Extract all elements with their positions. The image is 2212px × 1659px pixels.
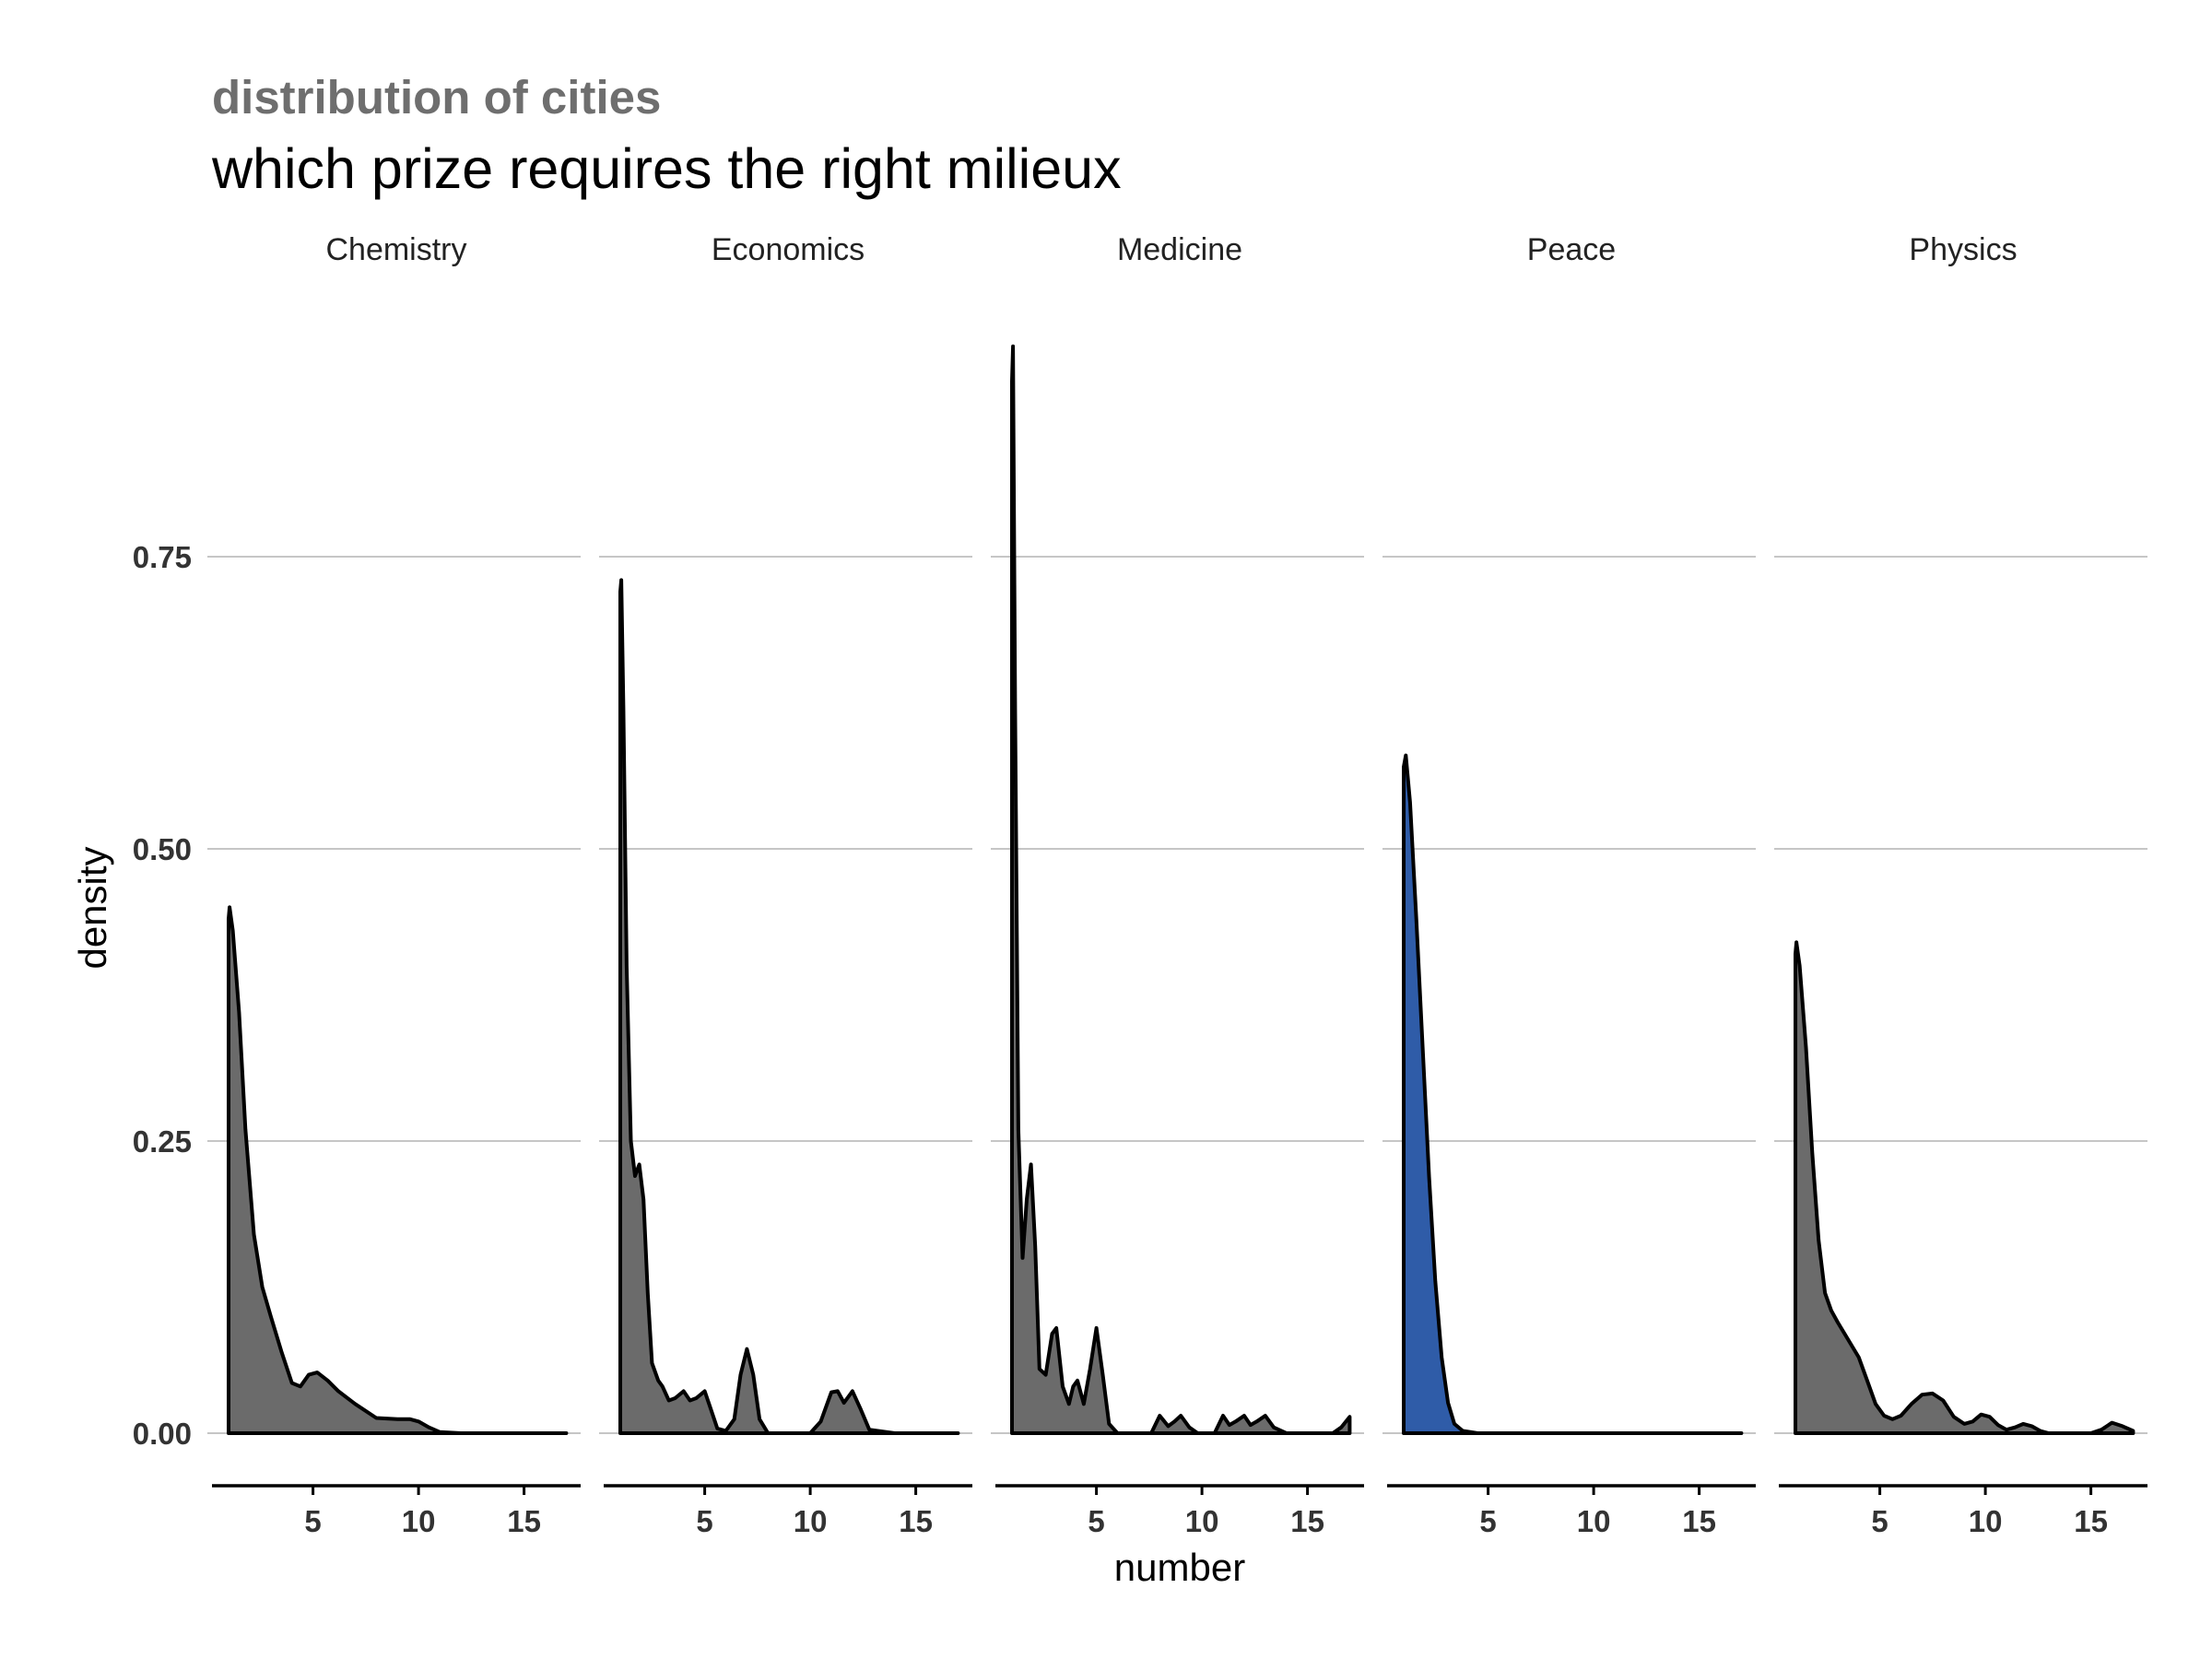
facet-label-medicine: Medicine <box>1117 232 1242 267</box>
x-tick-label-15: 15 <box>507 1504 541 1538</box>
x-tick-label-5: 5 <box>1479 1504 1496 1538</box>
y-axis-title: density <box>71 846 114 969</box>
y-tick-label-0.75: 0.75 <box>133 540 192 574</box>
x-tick-label-15: 15 <box>899 1504 933 1538</box>
x-tick-label-5: 5 <box>304 1504 321 1538</box>
x-tick-label-10: 10 <box>402 1504 436 1538</box>
density-area-peace <box>1402 753 1744 1435</box>
facet-label-peace: Peace <box>1527 232 1616 267</box>
x-tick-label-10: 10 <box>1577 1504 1611 1538</box>
chart-title: which prize requires the right milieux <box>212 137 1122 200</box>
density-area-economics <box>618 578 960 1435</box>
density-area-physics <box>1794 940 2136 1435</box>
facet-label-chemistry: Chemistry <box>325 232 466 267</box>
x-tick-label-5: 5 <box>1088 1504 1104 1538</box>
x-tick-label-15: 15 <box>1682 1504 1716 1538</box>
x-tick-label-15: 15 <box>1290 1504 1324 1538</box>
x-tick-label-10: 10 <box>794 1504 828 1538</box>
x-tick-label-10: 10 <box>1969 1504 2003 1538</box>
facet-label-physics: Physics <box>1909 232 2017 267</box>
density-area-medicine <box>1010 344 1352 1435</box>
x-tick-label-5: 5 <box>1871 1504 1888 1538</box>
x-axis-title: number <box>1114 1546 1245 1589</box>
y-tick-label-0.00: 0.00 <box>133 1417 192 1451</box>
y-tick-label-0.25: 0.25 <box>133 1124 192 1159</box>
y-tick-label-0.50: 0.50 <box>133 832 192 866</box>
density-area-chemistry <box>227 905 569 1435</box>
chart-subtitle: distribution of cities <box>212 71 662 124</box>
facet-label-economics: Economics <box>712 232 865 267</box>
x-tick-label-10: 10 <box>1185 1504 1219 1538</box>
x-tick-label-5: 5 <box>696 1504 712 1538</box>
x-tick-label-15: 15 <box>2074 1504 2108 1538</box>
